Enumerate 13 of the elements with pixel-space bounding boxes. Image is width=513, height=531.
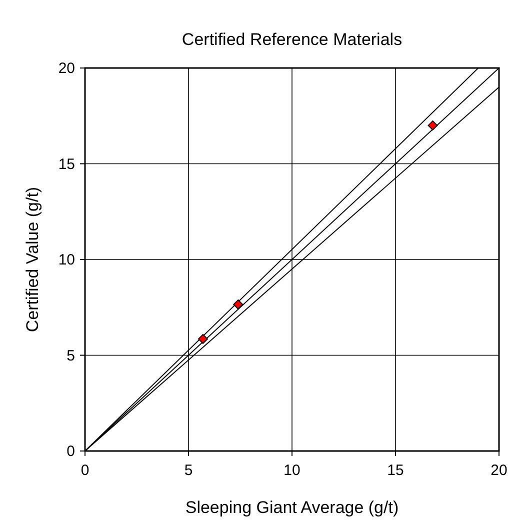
y-tick-label: 20 [58, 60, 75, 77]
y-tick-label: 5 [66, 347, 75, 364]
x-tick-label: 20 [490, 462, 508, 479]
chart-title: Certified Reference Materials [182, 30, 402, 49]
x-axis-title: Sleeping Giant Average (g/t) [185, 498, 399, 517]
x-tick-label: 10 [284, 462, 300, 479]
y-tick-label: 10 [58, 252, 75, 268]
x-tick-label: 15 [387, 462, 404, 479]
x-tick-label: 5 [184, 462, 193, 479]
y-axis-title: Certified Value (g/t) [23, 186, 42, 332]
x-tick-label: 0 [80, 462, 90, 479]
y-tick-label: 0 [66, 443, 75, 460]
y-tick-label: 15 [58, 156, 75, 173]
